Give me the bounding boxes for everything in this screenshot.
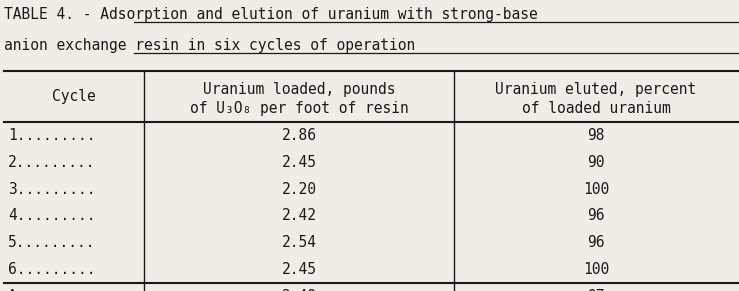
Text: 2.45: 2.45 (282, 155, 317, 170)
Text: 96: 96 (588, 208, 605, 223)
Text: 2.........: 2......... (8, 155, 95, 170)
Text: anion exchange resin in six cycles of operation: anion exchange resin in six cycles of op… (4, 38, 415, 53)
Text: Uranium loaded, pounds: Uranium loaded, pounds (203, 82, 395, 97)
Text: 100: 100 (583, 262, 609, 277)
Text: 4.........: 4......... (8, 208, 95, 223)
Text: of loaded uranium: of loaded uranium (522, 101, 670, 116)
Text: Cycle: Cycle (52, 89, 96, 104)
Text: 100: 100 (583, 182, 609, 197)
Text: 98: 98 (588, 128, 605, 143)
Text: Uranium eluted, percent: Uranium eluted, percent (495, 82, 697, 97)
Text: 6.........: 6......... (8, 262, 95, 277)
Text: 97: 97 (588, 289, 605, 291)
Text: TABLE 4. - Adsorption and elution of uranium with strong-base: TABLE 4. - Adsorption and elution of ura… (4, 7, 537, 22)
Text: 3.........: 3......... (8, 182, 95, 197)
Text: 96: 96 (588, 235, 605, 250)
Text: 2.86: 2.86 (282, 128, 317, 143)
Text: 2.48: 2.48 (282, 289, 317, 291)
Text: 5.........: 5......... (8, 235, 95, 250)
Text: 1.........: 1......... (8, 128, 95, 143)
Text: of U₃O₈ per foot of resin: of U₃O₈ per foot of resin (190, 101, 409, 116)
Text: Average: Average (8, 289, 69, 291)
Text: 2.42: 2.42 (282, 208, 317, 223)
Text: 2.20: 2.20 (282, 182, 317, 197)
Text: 90: 90 (588, 155, 605, 170)
Text: 2.45: 2.45 (282, 262, 317, 277)
Text: 2.54: 2.54 (282, 235, 317, 250)
